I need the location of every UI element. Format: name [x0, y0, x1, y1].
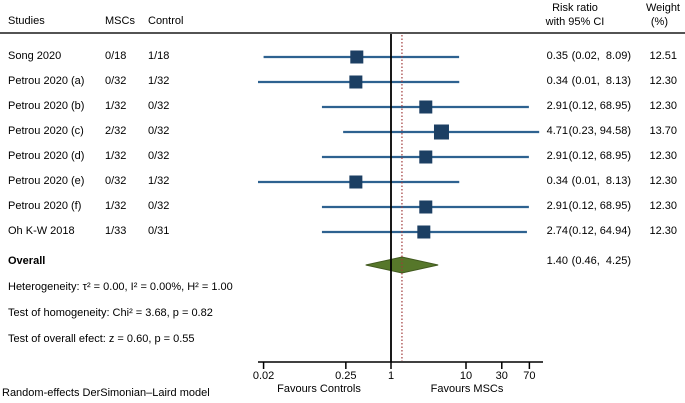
effect-size-marker	[349, 175, 363, 189]
column-header-studies: Studies	[8, 15, 45, 27]
effect-size-marker	[350, 50, 364, 64]
effect-size-marker	[349, 75, 363, 89]
overall-effect-test: Test of overall efect: z = 0.60, p = 0.5…	[8, 333, 195, 345]
effect-size-marker	[433, 124, 449, 140]
confidence-interval-value: (0.12, 68.95)	[568, 100, 631, 112]
mscs-count: 0/18	[105, 50, 127, 62]
control-count: 0/32	[148, 150, 170, 162]
xlabel-favours-controls: Favours Controls	[277, 383, 361, 395]
column-header-mscs: MSCs	[105, 15, 135, 27]
mscs-count: 0/32	[105, 75, 127, 87]
risk-ratio-value: 0.34	[546, 75, 568, 87]
risk-ratio-value: 2.91	[546, 200, 568, 212]
risk-ratio-value: 0.35	[546, 50, 568, 62]
confidence-interval-value: (0.23, 94.58)	[568, 125, 631, 137]
confidence-interval-value: (0.12, 68.95)	[568, 200, 631, 212]
axis-tick-label: 10	[459, 370, 473, 382]
weight-value: 12.30	[649, 225, 677, 237]
model-note: Random-effects DerSimonian–Laird model	[2, 387, 210, 399]
axis-tick-label: 1	[387, 370, 395, 382]
study-name: Petrou 2020 (f)	[8, 200, 82, 212]
risk-ratio-value: 0.34	[546, 175, 568, 187]
axis-tick-label: 70	[523, 370, 536, 382]
column-header-risk-ratio-line1: Risk ratio	[552, 2, 598, 14]
control-count: 1/18	[148, 50, 170, 62]
confidence-interval-value: (0.12, 68.95)	[568, 150, 631, 162]
mscs-count: 1/32	[105, 200, 127, 212]
confidence-interval-value: (0.12, 64.94)	[568, 225, 631, 237]
heterogeneity-stats: Heterogeneity: τ² = 0.00, I² = 0.00%, H²…	[8, 281, 233, 293]
overall-risk-ratio-value: 1.40	[546, 255, 568, 267]
weight-value: 12.30	[649, 100, 677, 112]
study-name: Petrou 2020 (c)	[8, 125, 84, 137]
weight-value: 12.30	[649, 150, 677, 162]
study-name: Petrou 2020 (a)	[8, 75, 85, 87]
mscs-count: 0/32	[105, 175, 127, 187]
study-name: Petrou 2020 (e)	[8, 175, 85, 187]
risk-ratio-value: 2.91	[546, 150, 568, 162]
effect-size-marker	[419, 100, 433, 114]
axis-tick-label: 0.02	[252, 370, 275, 382]
control-count: 0/31	[148, 225, 170, 237]
risk-ratio-value: 2.91	[546, 100, 568, 112]
confidence-interval-value: (0.02, 8.09)	[571, 50, 631, 62]
column-header-risk-ratio-line2: with 95% CI	[545, 16, 605, 28]
control-count: 1/32	[148, 175, 170, 187]
risk-ratio-value: 2.74	[546, 225, 568, 237]
study-name: Petrou 2020 (b)	[8, 100, 85, 112]
weight-value: 12.51	[649, 50, 677, 62]
confidence-interval-value: (0.01, 8.13)	[571, 175, 631, 187]
axis-tick-label: 30	[495, 370, 508, 382]
mscs-count: 1/33	[105, 225, 127, 237]
weight-value: 12.30	[649, 200, 677, 212]
mscs-count: 2/32	[105, 125, 127, 137]
confidence-interval-value: (0.01, 8.13)	[571, 75, 631, 87]
study-name: Petrou 2020 (d)	[8, 150, 85, 162]
overall-diamond	[365, 256, 439, 274]
control-count: 0/32	[148, 100, 170, 112]
weight-value: 12.30	[649, 175, 677, 187]
effect-size-marker	[417, 225, 431, 239]
control-count: 0/32	[148, 125, 170, 137]
xlabel-favours-mscs: Favours MSCs	[430, 383, 504, 395]
column-header-weight-line2: (%)	[650, 16, 668, 28]
control-count: 0/32	[148, 200, 170, 212]
mscs-count: 1/32	[105, 150, 127, 162]
overall-confidence-interval: (0.46, 4.25)	[571, 255, 631, 267]
axis-tick-label: 0.25	[335, 370, 357, 382]
weight-value: 12.30	[649, 75, 677, 87]
column-header-control: Control	[148, 15, 184, 27]
study-name: Oh K-W 2018	[8, 225, 75, 237]
study-name: Song 2020	[8, 50, 62, 62]
effect-size-marker	[419, 200, 433, 214]
effect-size-marker	[419, 150, 433, 164]
column-header-weight-line1: Weight	[645, 2, 680, 14]
overall-label: Overall	[8, 255, 46, 267]
risk-ratio-value: 4.71	[546, 125, 568, 137]
control-count: 1/32	[148, 75, 170, 87]
homogeneity-test: Test of homogeneity: Chi² = 3.68, p = 0.…	[8, 307, 213, 319]
weight-value: 13.70	[649, 125, 677, 137]
mscs-count: 1/32	[105, 100, 127, 112]
